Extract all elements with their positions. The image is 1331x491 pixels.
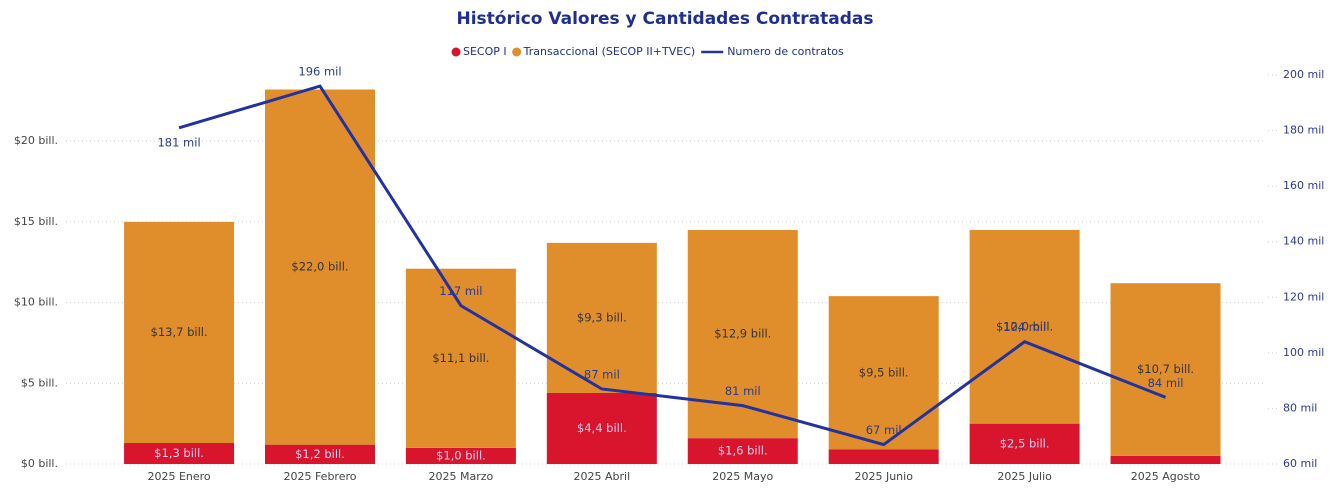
line-data-label: 181 mil [157, 135, 200, 149]
bar-segment [264, 444, 375, 464]
y-tick-label: $10 bill. [14, 296, 58, 309]
line-data-label: 84 mil [1148, 376, 1184, 390]
data-label: $22,0 bill. [291, 260, 348, 274]
x-tick-label: 2025 Junio [854, 470, 913, 483]
x-tick-label: 2025 Agosto [1131, 470, 1201, 483]
y2-tick-label: 160 mil [1283, 179, 1324, 192]
y-tick-label: $20 bill. [14, 134, 58, 147]
bar-segment [969, 229, 1080, 424]
bar-segment [1110, 283, 1221, 456]
y2-tick-label: 120 mil [1283, 290, 1324, 303]
line-data-label: 104 mil [1003, 320, 1046, 334]
x-tick-label: 2025 Enero [147, 470, 210, 483]
y2-tick-label: 80 mil [1283, 401, 1317, 414]
data-label: $4,4 bill. [577, 421, 627, 435]
legend-label: SECOP I [463, 45, 507, 58]
line-data-label: 87 mil [584, 367, 620, 381]
line-data-label: 196 mil [298, 65, 341, 79]
data-label: $2,5 bill. [1000, 436, 1050, 450]
bar-segment [687, 438, 798, 464]
bar-segment [687, 229, 798, 439]
y-tick-label: $0 bill. [21, 457, 58, 470]
legend-swatch [512, 47, 522, 57]
bar-segment [969, 423, 1080, 464]
data-label: $1,3 bill. [154, 446, 204, 460]
y-tick-label: $5 bill. [21, 376, 58, 389]
x-tick-label: 2025 Abril [574, 470, 631, 483]
data-label: $9,5 bill. [859, 365, 909, 379]
legend-swatch [451, 47, 461, 57]
data-label: $12,0 bill. [996, 319, 1053, 333]
bar-segment [264, 89, 375, 445]
bar-segment [124, 443, 235, 464]
data-label: $1,0 bill. [436, 448, 486, 462]
legend-label: Numero de contratos [727, 45, 844, 58]
x-tick-label: 2025 Marzo [429, 470, 494, 483]
line-data-label: 81 mil [725, 384, 761, 398]
bar-segment [124, 221, 235, 444]
y2-tick-label: 200 mil [1283, 68, 1324, 81]
line-series [178, 84, 1167, 447]
x-tick-label: 2025 Febrero [283, 470, 356, 483]
data-label: $10,7 bill. [1137, 362, 1194, 376]
y2-tick-label: 140 mil [1283, 235, 1324, 248]
legend-label: Transaccional (SECOP II+TVEC) [523, 45, 696, 58]
bar-segment [546, 392, 657, 464]
y-tick-label: $15 bill. [14, 215, 58, 228]
y2-tick-label: 100 mil [1283, 346, 1324, 359]
x-tick-label: 2025 Mayo [712, 470, 773, 483]
y2-tick-label: 60 mil [1283, 457, 1317, 470]
data-label: $13,7 bill. [151, 325, 208, 339]
line-data-label: 67 mil [866, 423, 902, 437]
y2-tick-label: 180 mil [1283, 124, 1324, 137]
bar-segment [405, 447, 516, 464]
bar-segment [405, 268, 516, 448]
chart-title: Histórico Valores y Cantidades Contratad… [457, 9, 874, 29]
line-data-label: 117 mil [439, 284, 482, 298]
bar-segment [1110, 455, 1221, 464]
data-label: $12,9 bill. [714, 327, 771, 341]
data-label: $11,1 bill. [432, 351, 489, 365]
data-label: $9,3 bill. [577, 310, 627, 324]
data-label: $1,6 bill. [718, 444, 768, 458]
data-label: $1,2 bill. [295, 447, 345, 461]
x-tick-label: 2025 Julio [997, 470, 1052, 483]
bar-segment [828, 296, 939, 450]
bar-segment [828, 449, 939, 464]
